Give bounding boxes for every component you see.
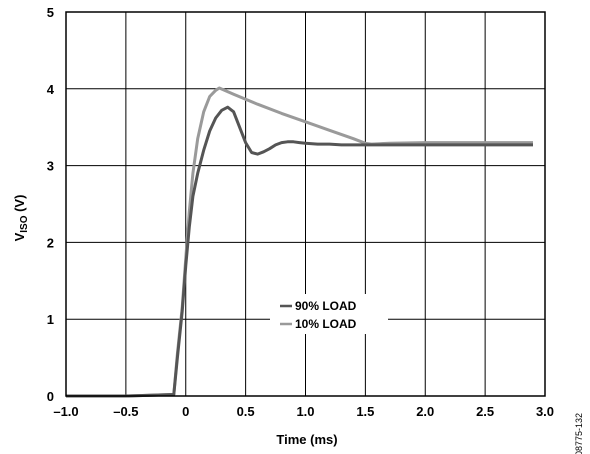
y-axis-title: VISO (V) bbox=[12, 195, 30, 242]
x-tick-label: 1.0 bbox=[296, 404, 314, 419]
plot-frame bbox=[65, 11, 546, 397]
x-tick-label: 2.5 bbox=[476, 404, 494, 419]
series-line-90-load bbox=[66, 105, 533, 398]
y-axis-title-main: V bbox=[12, 232, 27, 241]
y-tick-label: 3 bbox=[47, 159, 54, 174]
x-tick-label: 1.5 bbox=[356, 404, 374, 419]
x-axis-title: Time (ms) bbox=[276, 432, 337, 447]
x-tick-label: 2.0 bbox=[416, 404, 434, 419]
y-tick-label: 0 bbox=[47, 389, 54, 404]
legend-label-90-load: 90% LOAD bbox=[295, 299, 357, 313]
x-tick-label: –1.0 bbox=[53, 404, 78, 419]
x-tick-labels: –1.0 –0.5 0 0.5 1.0 1.5 2.0 2.5 3.0 bbox=[53, 404, 554, 419]
y-tick-label: 1 bbox=[47, 312, 54, 327]
figure-id: 08775-132 bbox=[574, 413, 584, 454]
y-tick-labels: 0 1 2 3 4 5 bbox=[47, 5, 55, 404]
x-tick-label: 0.5 bbox=[237, 404, 255, 419]
y-axis-title-unit: (V) bbox=[12, 195, 27, 216]
grid bbox=[65, 11, 546, 397]
legend-background bbox=[270, 294, 388, 334]
legend-label-10-load: 10% LOAD bbox=[295, 317, 357, 331]
x-tick-label: 0 bbox=[182, 404, 189, 419]
y-tick-label: 2 bbox=[47, 235, 54, 250]
series-group bbox=[66, 86, 533, 398]
legend: 90% LOAD 10% LOAD bbox=[270, 294, 388, 334]
y-axis-title-subscript: ISO bbox=[19, 215, 30, 232]
y-tick-label: 5 bbox=[47, 5, 54, 20]
y-tick-label: 4 bbox=[47, 82, 55, 97]
x-tick-label: 3.0 bbox=[536, 404, 554, 419]
x-tick-label: –0.5 bbox=[113, 404, 138, 419]
